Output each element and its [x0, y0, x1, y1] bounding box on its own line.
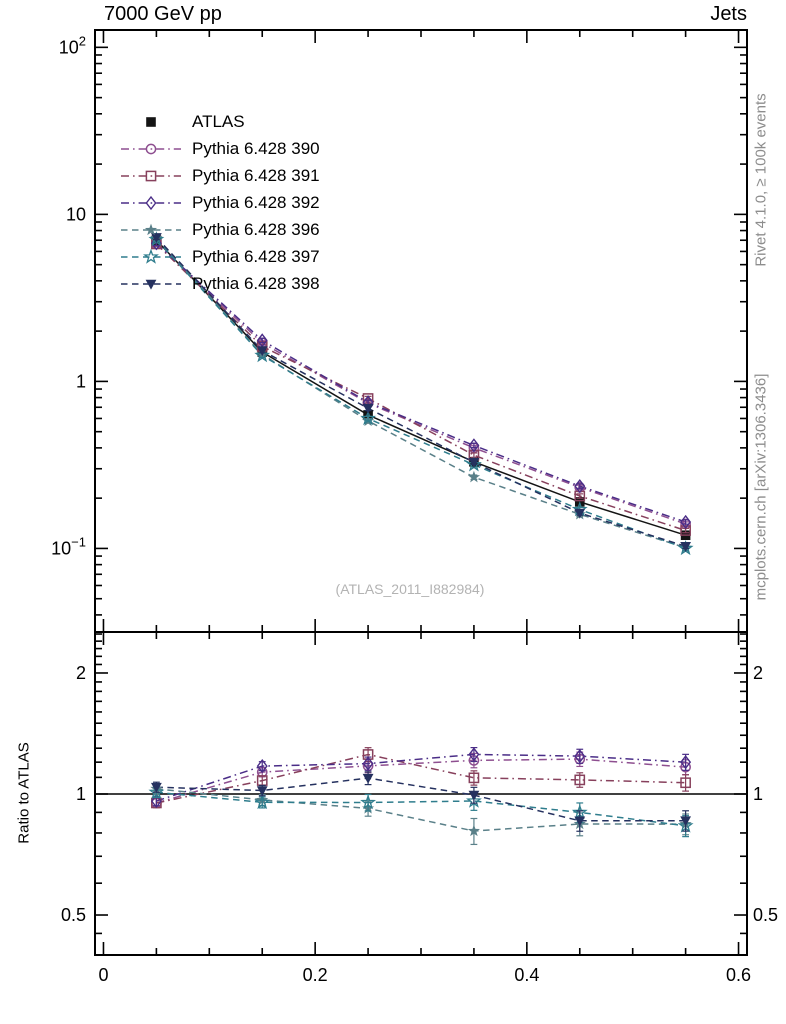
legend-label-pythia-391: Pythia 6.428 391 [192, 165, 320, 185]
legend-marker-open-circle-icon [120, 139, 182, 159]
svg-text:1: 1 [76, 784, 86, 804]
title-right-tag: Jets [710, 3, 747, 25]
legend-item-atlas: ATLAS [120, 108, 320, 135]
ratio-axis-title: Ratio to ATLAS [15, 742, 33, 844]
svg-text:1: 1 [753, 784, 763, 804]
legend-marker-filled-star-icon [120, 220, 182, 240]
svg-text:2: 2 [753, 663, 763, 683]
legend-item-pythia-392: Pythia 6.428 392 [120, 189, 320, 216]
legend-item-pythia-391: Pythia 6.428 391 [120, 162, 320, 189]
legend-item-pythia-396: Pythia 6.428 396 [120, 216, 320, 243]
svg-text:0.2: 0.2 [303, 965, 328, 985]
legend-label-pythia-397: Pythia 6.428 397 [192, 246, 320, 266]
svg-text:0.5: 0.5 [61, 905, 86, 925]
svg-text:0: 0 [98, 965, 108, 985]
legend-label-pythia-390: Pythia 6.428 390 [192, 138, 320, 158]
mcplots-credit-label: mcplots.cern.ch [arXiv:1306.3436] [752, 373, 770, 601]
svg-text:1: 1 [76, 371, 86, 391]
analysis-watermark: (ATLAS_2011_I882984) [335, 581, 485, 597]
svg-text:102: 102 [59, 33, 86, 57]
rivet-version-label: Rivet 4.1.0, ≥ 100k events [752, 93, 770, 267]
page-title: 7000 GeV pp [104, 3, 222, 25]
svg-text:10−1: 10−1 [51, 534, 86, 558]
svg-text:0.6: 0.6 [726, 965, 751, 985]
legend-marker-open-diamond-icon [120, 193, 182, 213]
svg-text:2: 2 [76, 663, 86, 683]
svg-text:0.4: 0.4 [514, 965, 539, 985]
legend-marker-open-star-icon [120, 247, 182, 267]
legend-marker-open-square-icon [120, 166, 182, 186]
legend-item-pythia-397: Pythia 6.428 397 [120, 243, 320, 270]
legend-marker-filled-triangle-icon [120, 274, 182, 294]
legend-item-pythia-390: Pythia 6.428 390 [120, 135, 320, 162]
legend-label-atlas: ATLAS [192, 111, 245, 131]
legend-label-pythia-392: Pythia 6.428 392 [192, 192, 320, 212]
legend-label-pythia-396: Pythia 6.428 396 [192, 219, 320, 239]
svg-text:0.5: 0.5 [753, 905, 778, 925]
svg-text:10: 10 [66, 204, 86, 224]
legend-label-pythia-398: Pythia 6.428 398 [192, 273, 320, 293]
legend-marker-filled-square-icon [120, 112, 182, 132]
legend: ATLAS Pythia 6.428 390 Pythia 6.428 391 … [120, 108, 320, 297]
legend-item-pythia-398: Pythia 6.428 398 [120, 270, 320, 297]
